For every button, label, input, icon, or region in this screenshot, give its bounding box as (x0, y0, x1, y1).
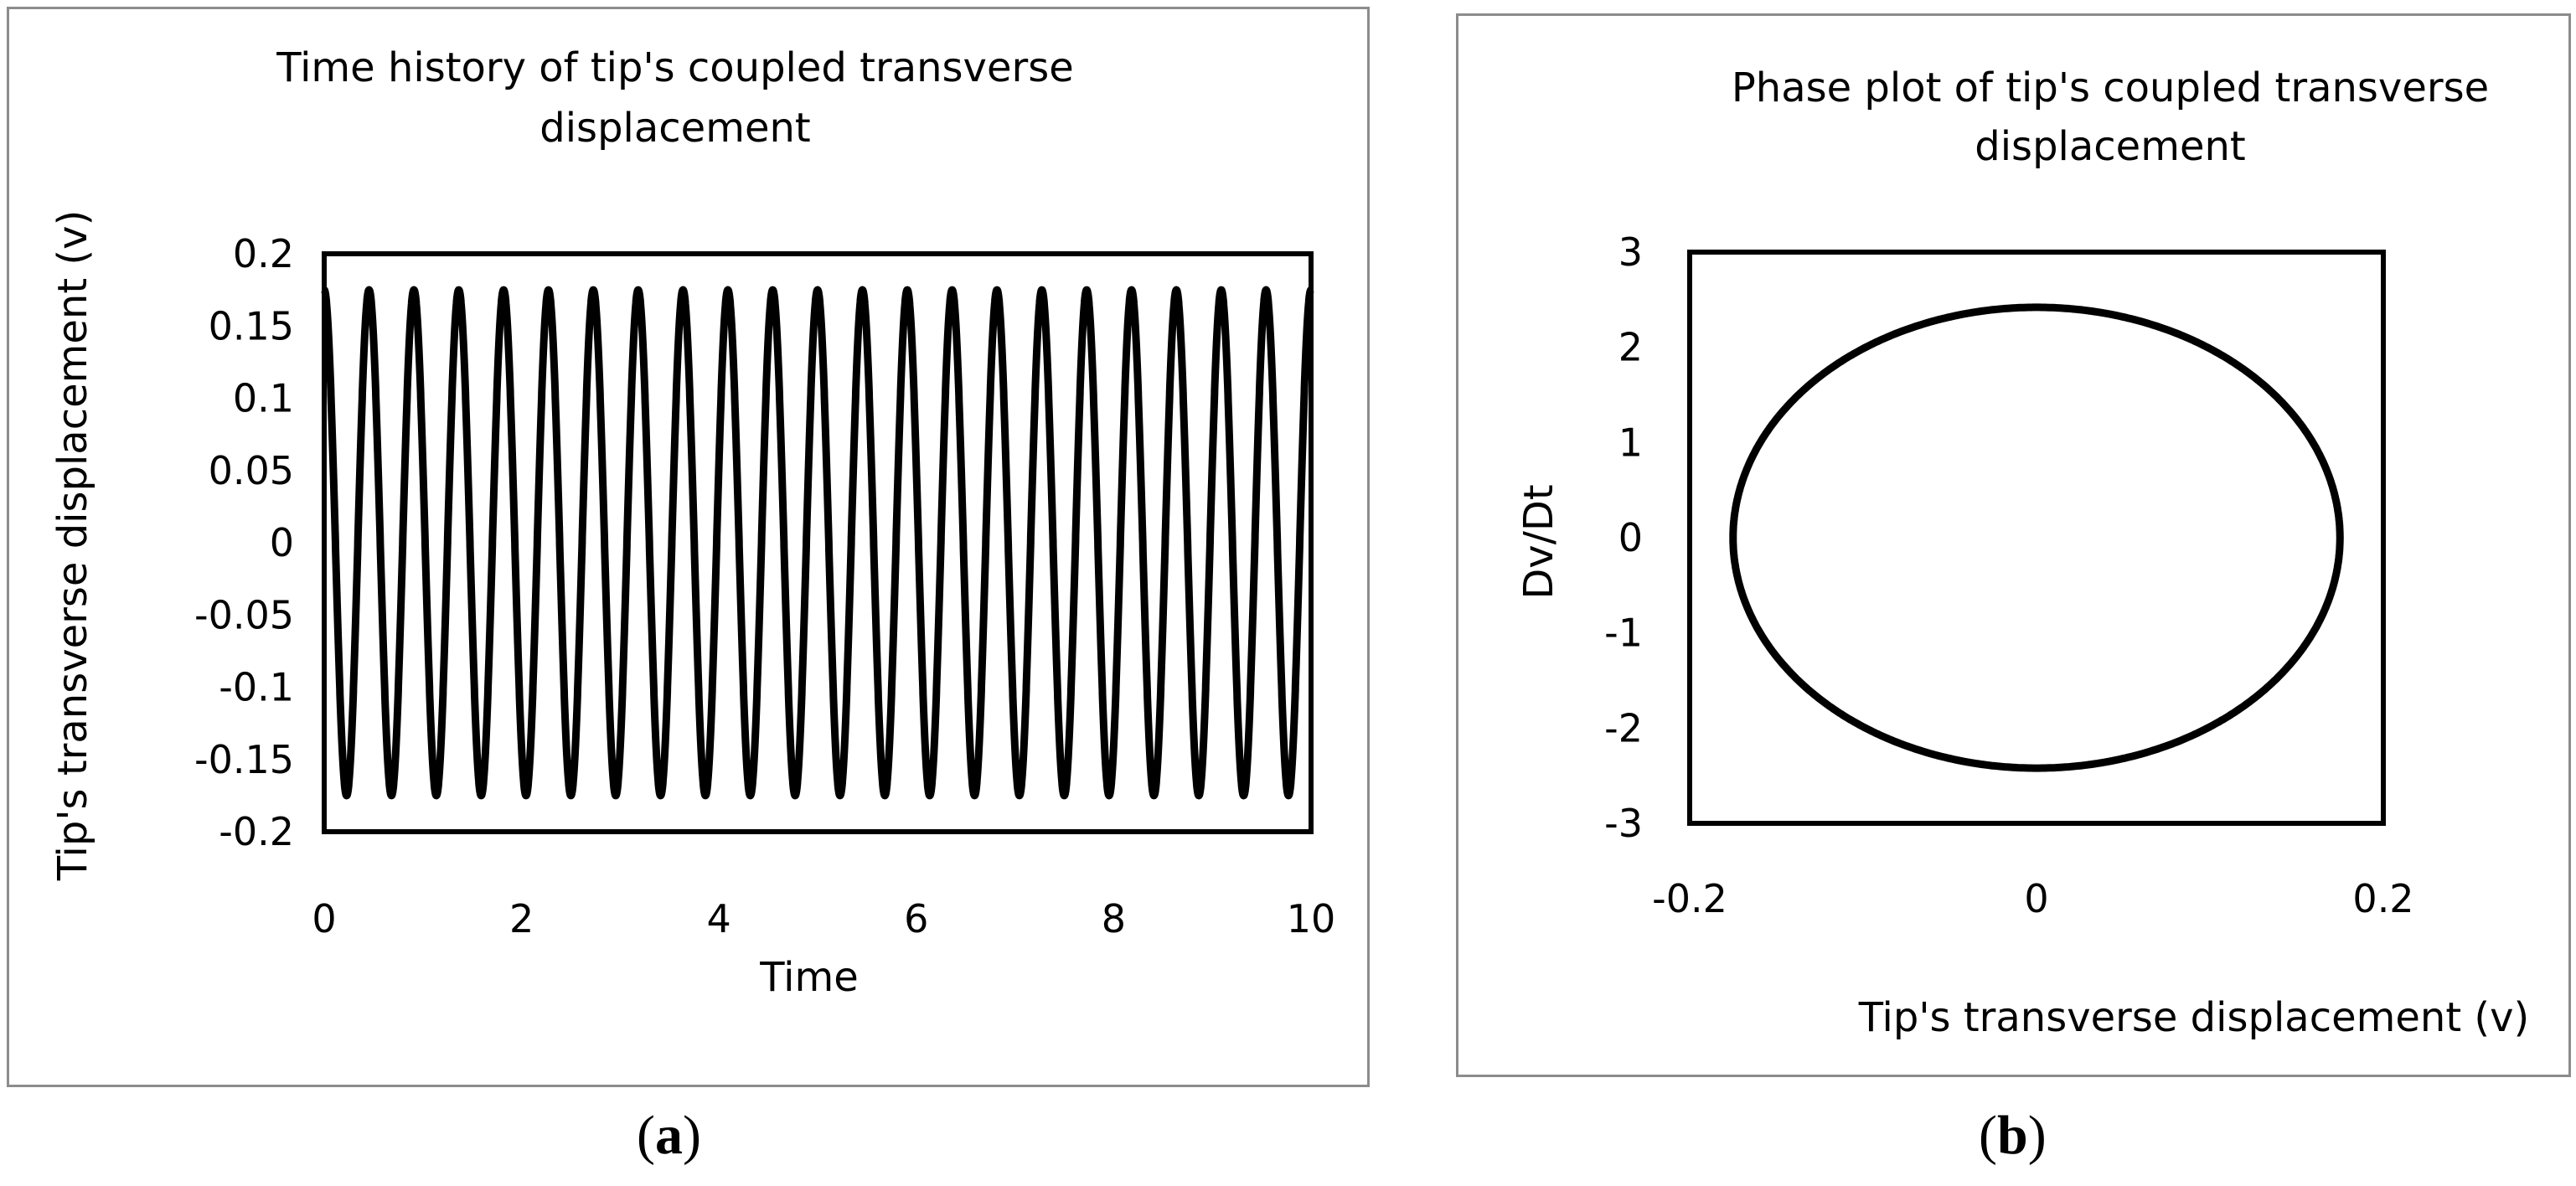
x-tick-label: 0.2 (2352, 876, 2413, 921)
y-axis-label: Tip's transverse displacement (v) (49, 210, 96, 882)
y-tick-label: -0.15 (194, 737, 294, 782)
chart-panel-b: Phase plot of tip's coupled transverse d… (1456, 13, 2571, 1077)
y-tick-label: 2 (1618, 325, 1643, 370)
x-tick-label: -0.2 (1652, 876, 1727, 921)
y-tick-label: 1 (1618, 420, 1643, 465)
x-axis-label: Time (759, 954, 858, 1001)
y-tick-label: 0.2 (233, 231, 294, 276)
y-tick-label: 0 (270, 520, 294, 565)
x-axis-label: Tip's transverse displacement (v) (1858, 994, 2530, 1041)
y-tick-label: 0.1 (233, 376, 294, 421)
caption-b: (b) (1979, 1105, 2047, 1166)
x-tick-label: 10 (1287, 896, 1336, 941)
plot-area-frame (322, 251, 1314, 834)
plot-area-frame (1687, 250, 2386, 826)
caption-a-letter: a (654, 1105, 683, 1166)
chart-title-line-1: Phase plot of tip's coupled transverse (1732, 64, 2489, 111)
caption-a: (a) (637, 1105, 701, 1166)
y-tick-label: -1 (1604, 611, 1643, 656)
x-tick-label: 0 (2024, 876, 2048, 921)
x-tick-label: 0 (312, 896, 336, 941)
y-tick-labels: 0.2 0.15 0.1 0.05 0 -0.05 -0.1 -0.15 -0.2 (194, 231, 294, 854)
displacement-series-line (320, 286, 1315, 800)
y-tick-label: 0 (1618, 515, 1643, 560)
chart-title-line-2: displacement (539, 105, 810, 152)
y-tick-label: -0.2 (219, 809, 294, 854)
chart-title-line-2: displacement (1975, 123, 2245, 170)
y-tick-labels: 3 2 1 0 -1 -2 -3 (1604, 229, 1643, 846)
y-tick-label: -0.1 (219, 665, 294, 710)
y-tick-label: -0.05 (194, 592, 294, 637)
time-history-chart: Time history of tip's coupled transverse… (49, 44, 1335, 1001)
x-tick-label: 8 (1102, 896, 1126, 941)
chart-panel-a: Time history of tip's coupled transverse… (7, 7, 1370, 1087)
x-tick-labels: 0 2 4 6 8 10 (312, 896, 1335, 941)
y-tick-label: 0.15 (209, 303, 294, 348)
phase-plot-chart: Phase plot of tip's coupled transverse d… (1515, 64, 2530, 1041)
phase-orbit-line (1729, 303, 2344, 772)
chart-title-line-1: Time history of tip's coupled transverse (276, 44, 1074, 91)
x-tick-label: 2 (509, 896, 534, 941)
x-tick-labels: -0.2 0 0.2 (1652, 876, 2413, 921)
y-tick-label: -2 (1604, 705, 1643, 750)
x-tick-label: 4 (707, 896, 731, 941)
y-tick-label: -3 (1604, 801, 1643, 846)
y-tick-label: 3 (1618, 229, 1643, 275)
x-tick-label: 6 (904, 896, 928, 941)
y-tick-label: 0.05 (209, 448, 294, 493)
y-axis-label: Dv/Dt (1515, 484, 1562, 599)
caption-b-letter: b (1996, 1105, 2028, 1166)
